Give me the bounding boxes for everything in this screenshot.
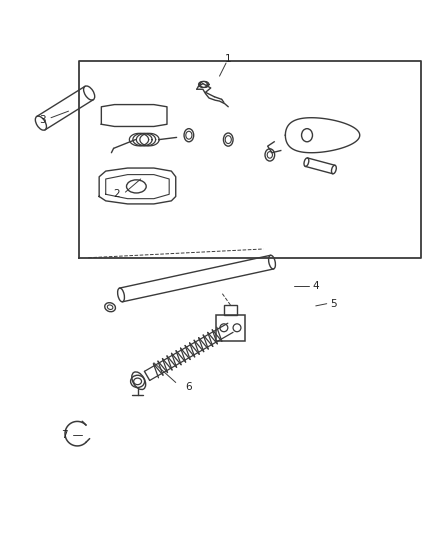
Text: 1: 1 [224, 54, 231, 63]
Text: 4: 4 [312, 281, 318, 291]
Text: 6: 6 [185, 382, 192, 392]
Text: 3: 3 [39, 115, 46, 125]
Bar [223, 305, 237, 314]
Text: 5: 5 [329, 298, 336, 309]
Bar [216, 314, 244, 341]
Text: 7: 7 [61, 430, 67, 440]
Text: 2: 2 [113, 189, 120, 199]
